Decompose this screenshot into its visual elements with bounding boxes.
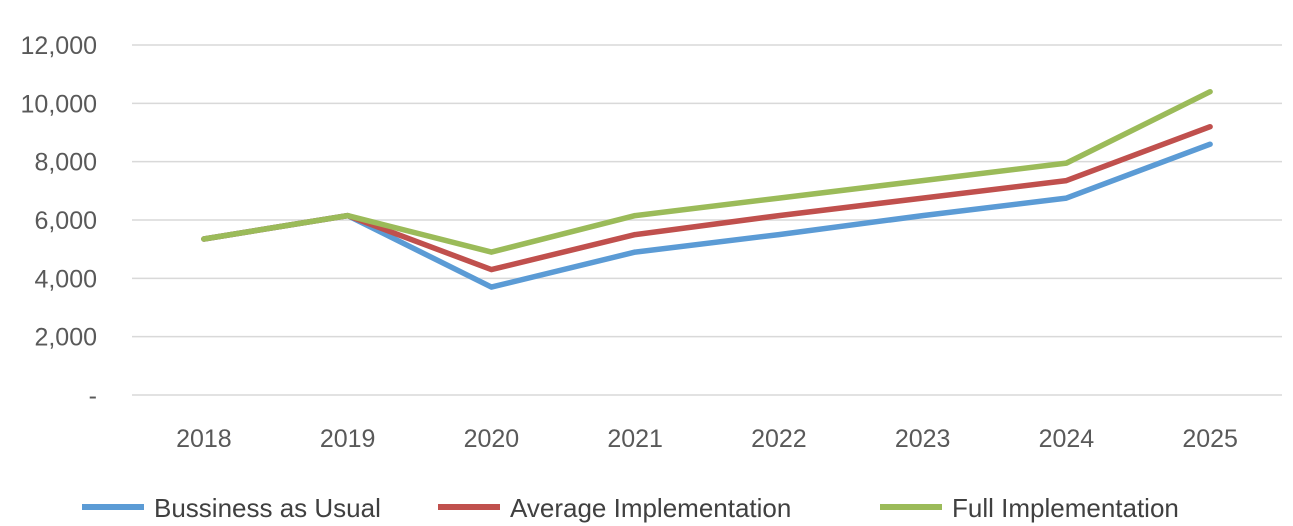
- series-line-2: [201, 123, 1213, 273]
- y-tick-label: 4,000: [34, 265, 97, 293]
- series-line-3: [201, 88, 1213, 255]
- x-tick-label: 2025: [1182, 425, 1238, 453]
- x-tick-label: 2022: [751, 425, 807, 453]
- x-tick-label: 2021: [607, 425, 663, 453]
- x-tick-label: 2019: [320, 425, 376, 453]
- y-tick-label: 6,000: [34, 207, 97, 235]
- y-tick-label: 12,000: [21, 32, 97, 60]
- x-tick-label: 2023: [895, 425, 951, 453]
- y-tick-label: 10,000: [21, 90, 97, 118]
- y-tick-label: 2,000: [34, 324, 97, 352]
- legend-label: Average Implementation: [510, 493, 791, 523]
- legend-label: Bussiness as Usual: [154, 493, 381, 523]
- x-tick-label: 2020: [464, 425, 520, 453]
- x-tick-label: 2024: [1039, 425, 1095, 453]
- x-tick-label: 2018: [176, 425, 232, 453]
- y-axis-tick-labels: - 2,000 4,000 6,000 8,000 10,000 12,000: [21, 32, 97, 410]
- legend-label: Full Implementation: [952, 493, 1179, 523]
- y-tick-label: -: [89, 382, 97, 410]
- series-lines: [201, 88, 1213, 290]
- y-tick-label: 8,000: [34, 149, 97, 177]
- legend: Bussiness as Usual Average Implementation…: [82, 493, 1179, 523]
- x-axis-tick-labels: 2018 2019 2020 2021 2022 2023 2024 2025: [176, 425, 1238, 453]
